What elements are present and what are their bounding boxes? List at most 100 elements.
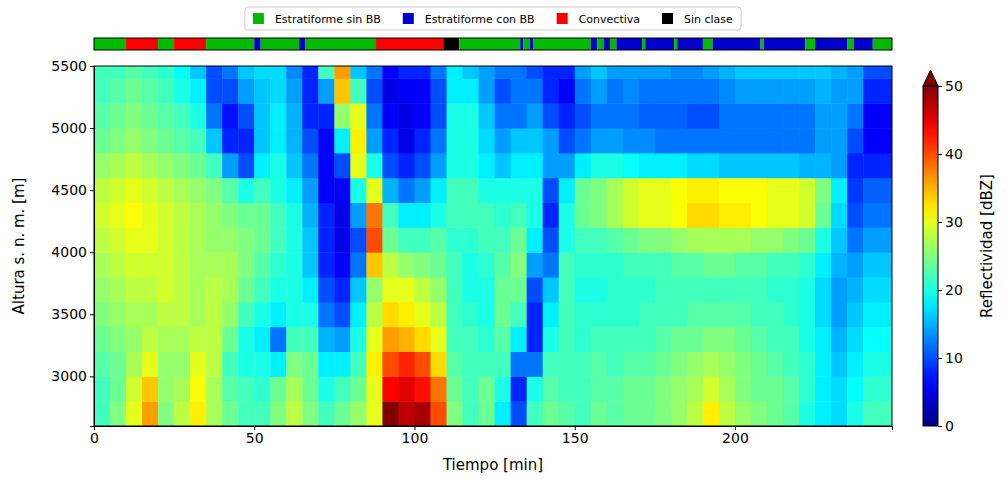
heatmap-cell — [559, 227, 576, 252]
heatmap-cell — [831, 352, 848, 377]
heatmap-cell — [366, 227, 383, 252]
heatmap-cell — [431, 302, 448, 327]
class-segment — [764, 38, 806, 50]
heatmap-cell — [703, 103, 720, 128]
heatmap-cell — [350, 203, 367, 228]
heatmap-cell — [847, 352, 864, 377]
heatmap-cell — [543, 252, 560, 277]
heatmap-cell — [863, 103, 892, 128]
heatmap-cell — [414, 352, 431, 377]
heatmap-cell — [222, 302, 239, 327]
heatmap-cell — [206, 252, 223, 277]
heatmap-cell — [142, 252, 159, 277]
heatmap-cell — [751, 277, 768, 302]
heatmap-cell — [398, 277, 415, 302]
heatmap-cell — [639, 66, 656, 79]
heatmap-cell — [479, 103, 496, 128]
heatmap-cell — [799, 66, 816, 79]
heatmap-cell — [431, 128, 448, 153]
heatmap-cell — [687, 277, 704, 302]
heatmap-cell — [398, 352, 415, 377]
heatmap-cell — [174, 103, 191, 128]
heatmap-cell — [831, 78, 848, 103]
heatmap-cell — [254, 227, 271, 252]
heatmap-cell — [799, 401, 816, 426]
y-tick: 5500 — [51, 58, 94, 74]
heatmap-cell — [479, 401, 496, 426]
heatmap-cell — [414, 78, 431, 103]
heatmap — [94, 66, 892, 426]
heatmap-cell — [767, 227, 784, 252]
heatmap-cell — [863, 277, 892, 302]
heatmap-cell — [206, 302, 223, 327]
heatmap-cell — [350, 277, 367, 302]
heatmap-cell — [847, 302, 864, 327]
heatmap-cell — [318, 128, 335, 153]
heatmap-cell — [735, 401, 752, 426]
heatmap-cell — [158, 203, 175, 228]
heatmap-cell — [414, 178, 431, 203]
heatmap-cell — [286, 227, 303, 252]
heatmap-cell — [463, 401, 480, 426]
heatmap-cell — [286, 66, 303, 79]
heatmap-cell — [703, 128, 720, 153]
heatmap-cell — [479, 227, 496, 252]
heatmap-cell — [447, 66, 464, 79]
heatmap-cell — [318, 66, 335, 79]
heatmap-cell — [142, 153, 159, 178]
legend-marker — [253, 13, 264, 24]
heatmap-cell — [735, 203, 752, 228]
heatmap-cell — [687, 302, 704, 327]
heatmap-cell — [687, 78, 704, 103]
heatmap-cell — [126, 376, 143, 401]
y-tick-label: 3500 — [51, 306, 87, 322]
heatmap-cell — [479, 153, 496, 178]
heatmap-cell — [511, 227, 528, 252]
heatmap-cell — [479, 252, 496, 277]
heatmap-cell — [431, 352, 448, 377]
heatmap-cell — [799, 78, 816, 103]
heatmap-cell — [671, 66, 688, 79]
heatmap-cell — [350, 128, 367, 153]
x-tick: 150 — [562, 426, 589, 446]
colorbar-tick: 10 — [938, 350, 963, 366]
heatmap-cell — [270, 78, 287, 103]
heatmap-cell — [783, 376, 800, 401]
heatmap-cell — [751, 352, 768, 377]
heatmap-cell — [158, 128, 175, 153]
heatmap-cell — [655, 78, 672, 103]
heatmap-cell — [414, 327, 431, 352]
y-tick-label: 3000 — [51, 368, 87, 384]
heatmap-cell — [158, 78, 175, 103]
heatmap-cell — [735, 376, 752, 401]
heatmap-cell — [302, 66, 319, 79]
class-segment — [261, 38, 299, 50]
heatmap-cell — [575, 153, 592, 178]
heatmap-cell — [318, 203, 335, 228]
heatmap-cell — [190, 78, 207, 103]
colorbar-tick-label: 20 — [945, 282, 963, 298]
heatmap-cell — [222, 227, 239, 252]
heatmap-cell — [142, 277, 159, 302]
heatmap-cell — [206, 327, 223, 352]
heatmap-cell — [110, 227, 127, 252]
heatmap-cell — [286, 376, 303, 401]
heatmap-cell — [222, 78, 239, 103]
heatmap-cell — [302, 327, 319, 352]
heatmap-cell — [206, 376, 223, 401]
heatmap-cell — [559, 302, 576, 327]
heatmap-cell — [126, 178, 143, 203]
class-segment — [677, 38, 703, 50]
heatmap-cell — [815, 352, 832, 377]
heatmap-cell — [126, 128, 143, 153]
heatmap-cell — [431, 401, 448, 426]
plot-frame — [94, 66, 892, 426]
heatmap-cell — [431, 376, 448, 401]
heatmap-cell — [110, 401, 127, 426]
heatmap-cell — [254, 327, 271, 352]
heatmap-cell — [703, 376, 720, 401]
y-axis: 300035004000450050005500 — [51, 58, 94, 427]
heatmap-cell — [158, 376, 175, 401]
heatmap-cell — [110, 302, 127, 327]
heatmap-cell — [735, 327, 752, 352]
